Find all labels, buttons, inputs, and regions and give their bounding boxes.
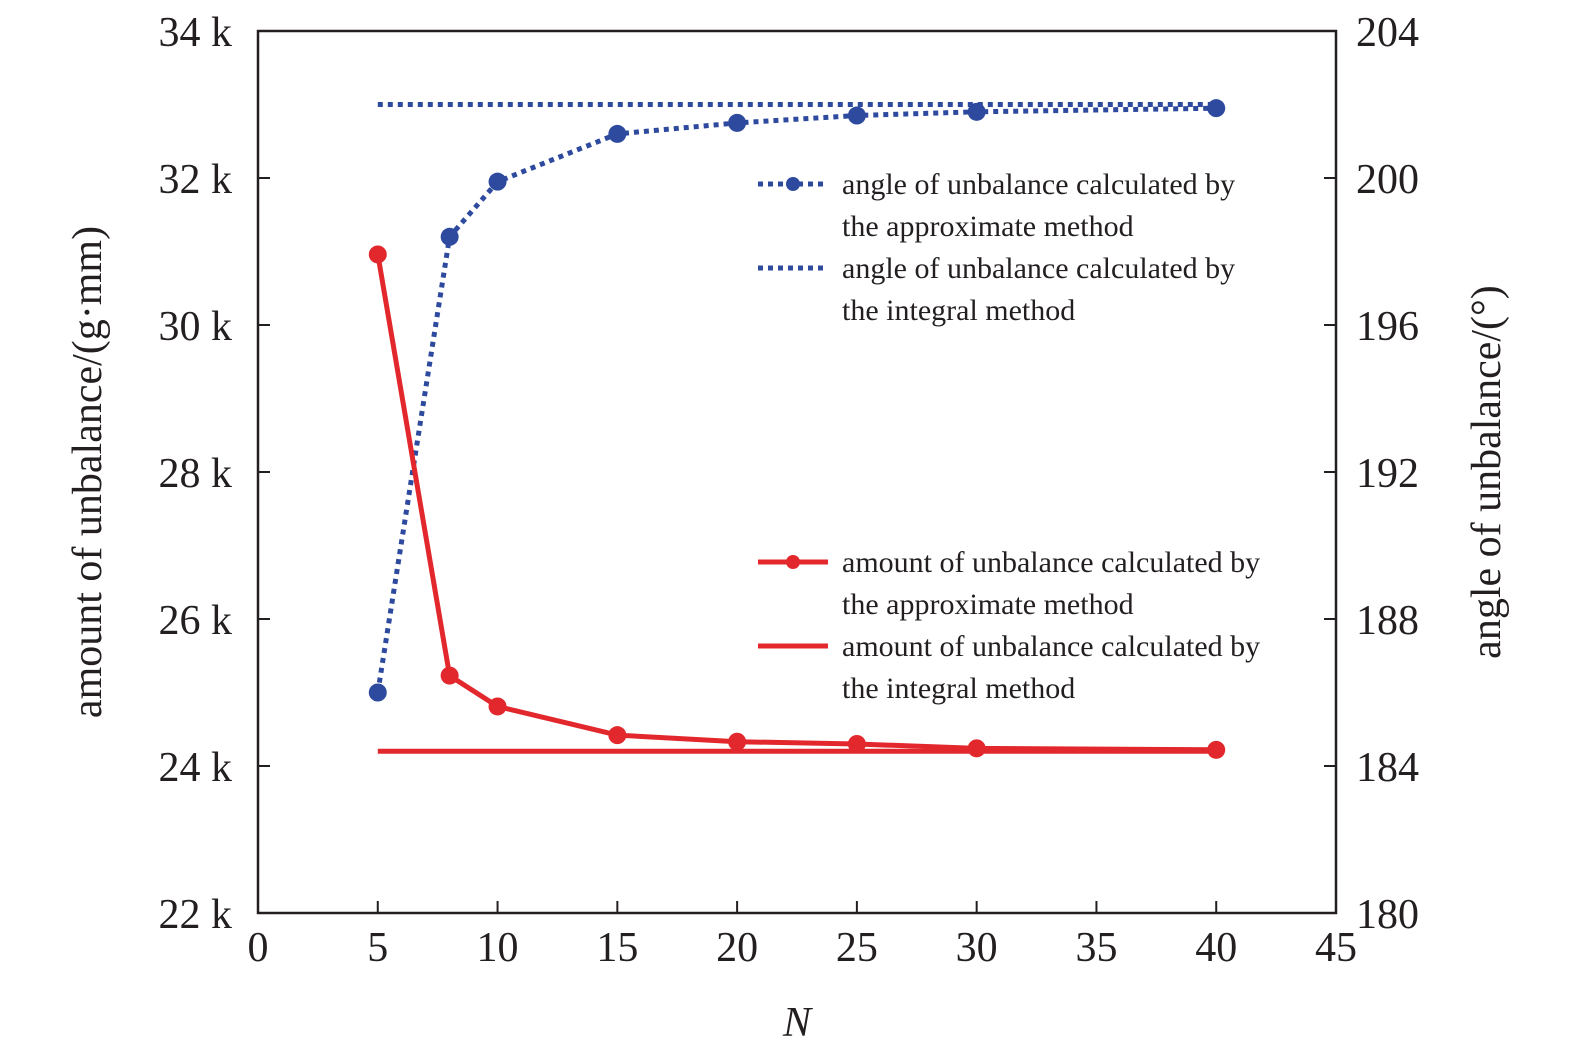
series-0-point bbox=[368, 683, 387, 702]
series-0-point bbox=[488, 172, 507, 191]
series-2-point bbox=[967, 739, 986, 758]
series-2-point bbox=[728, 732, 747, 751]
series-0-point bbox=[440, 227, 459, 246]
y-right-tick-label: 188 bbox=[1356, 598, 1419, 644]
legend-label: the integral method bbox=[842, 672, 1075, 705]
legend-label: amount of unbalance calculated by bbox=[842, 630, 1260, 663]
series-2-point bbox=[368, 245, 387, 264]
x-tick-label: 30 bbox=[956, 925, 998, 971]
series-2-point bbox=[608, 726, 627, 745]
x-tick-label: 45 bbox=[1315, 925, 1357, 971]
y-left-tick-label: 28 k bbox=[159, 451, 233, 497]
y-right-tick-label: 200 bbox=[1356, 157, 1419, 203]
series-2-point bbox=[847, 734, 866, 753]
legends: angle of unbalance calculated by the appr… bbox=[758, 168, 1260, 705]
x-axis-title: N bbox=[782, 1000, 813, 1046]
y-left-tick-label: 24 k bbox=[159, 745, 233, 791]
axis-ticks: 0 5 10 15 20 25 30 35 40 45 22 k 24 k 26 k 28 k 30 k 32… bbox=[159, 10, 1420, 971]
plot-marks bbox=[368, 99, 1226, 759]
y-axis-right-title: angle of unbalance/(°) bbox=[1464, 285, 1510, 659]
y-left-tick-label: 30 k bbox=[159, 304, 233, 350]
y-left-tick-label: 34 k bbox=[159, 10, 233, 56]
x-tick-label: 10 bbox=[477, 925, 519, 971]
legend-label: the approximate method bbox=[842, 588, 1134, 621]
series-0-point bbox=[967, 102, 986, 121]
y-axis-left-title: amount of unbalance/(g·mm) bbox=[65, 226, 111, 718]
x-tick-label: 40 bbox=[1195, 925, 1237, 971]
legend-marker bbox=[786, 177, 800, 191]
series-2-point bbox=[488, 697, 507, 716]
series-0-point bbox=[1207, 99, 1226, 118]
y-left-tick-label: 22 k bbox=[159, 892, 233, 938]
series-0-point bbox=[608, 124, 627, 143]
legend-1: amount of unbalance calculated by the app… bbox=[758, 546, 1260, 705]
series-0-point bbox=[847, 106, 866, 125]
x-tick-label: 20 bbox=[716, 925, 758, 971]
series-0-point bbox=[728, 113, 747, 132]
series-2-point bbox=[440, 666, 459, 685]
legend-label: amount of unbalance calculated by bbox=[842, 546, 1260, 579]
x-tick-label: 15 bbox=[596, 925, 638, 971]
plot-frame bbox=[256, 29, 1338, 915]
series-0-line bbox=[375, 105, 1217, 693]
x-tick-label: 35 bbox=[1075, 925, 1117, 971]
x-tick-label: 25 bbox=[836, 925, 878, 971]
y-left-tick-label: 26 k bbox=[159, 598, 233, 644]
y-right-tick-label: 184 bbox=[1356, 745, 1419, 791]
y-right-tick-label: 196 bbox=[1356, 304, 1419, 350]
y-right-tick-label: 180 bbox=[1356, 892, 1419, 938]
series-2-point bbox=[1207, 740, 1226, 759]
series-2-line bbox=[375, 253, 1217, 753]
legend-marker bbox=[786, 555, 800, 569]
legend-0: angle of unbalance calculated by the appr… bbox=[758, 168, 1235, 327]
x-tick-label: 5 bbox=[367, 925, 388, 971]
y-right-tick-label: 192 bbox=[1356, 451, 1419, 497]
legend-label: the integral method bbox=[842, 294, 1075, 327]
x-tick-label: 0 bbox=[248, 925, 269, 971]
legend-label: angle of unbalance calculated by bbox=[842, 252, 1235, 285]
y-right-tick-label: 204 bbox=[1356, 10, 1419, 56]
y-left-tick-label: 32 k bbox=[159, 157, 233, 203]
legend-label: angle of unbalance calculated by bbox=[842, 168, 1235, 201]
legend-label: the approximate method bbox=[842, 210, 1134, 243]
